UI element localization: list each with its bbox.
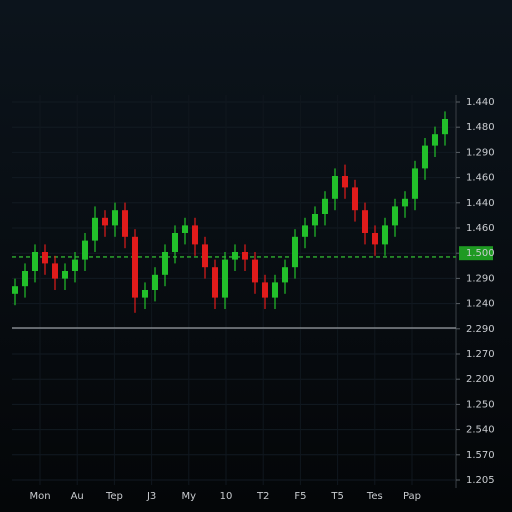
x-axis-label: Tes — [366, 491, 383, 502]
candle-body — [52, 263, 58, 279]
candle-body — [102, 217, 108, 226]
candle-body — [62, 271, 68, 279]
candle-body — [202, 244, 208, 268]
candle-body — [42, 252, 48, 264]
candle-body — [72, 259, 78, 271]
candle-body — [132, 236, 138, 298]
candle-body — [382, 225, 388, 245]
candle-body — [32, 252, 38, 271]
candle-body — [282, 267, 288, 283]
candle-body — [22, 271, 28, 287]
candle-body — [302, 225, 308, 237]
candle-body — [332, 176, 338, 199]
y-axis-label: 2.290 — [466, 324, 495, 335]
candle-body — [362, 210, 368, 233]
x-axis-label: Tep — [105, 491, 123, 502]
x-axis-label: Pap — [403, 491, 421, 502]
y-axis-label: 2.200 — [466, 374, 495, 385]
candle-body — [222, 259, 228, 298]
candle-body — [252, 259, 258, 283]
candle-body — [342, 176, 348, 188]
y-axis-label: 1.290 — [466, 273, 495, 284]
y-axis-label: 1.460 — [466, 173, 495, 184]
candle-body — [192, 225, 198, 245]
y-axis-label: 2.540 — [466, 425, 495, 436]
candle-body — [92, 217, 98, 241]
candle-body — [262, 282, 268, 298]
candle-body — [442, 119, 448, 135]
y-axis-label: 1.480 — [466, 122, 495, 133]
candle-body — [12, 286, 18, 294]
candle-body — [232, 252, 238, 260]
candle-body — [352, 187, 358, 211]
x-axis-label: My — [182, 491, 197, 502]
candle-body — [272, 282, 278, 298]
candle-body — [402, 198, 408, 207]
candle-body — [162, 252, 168, 275]
candle-body — [422, 145, 428, 169]
candle-body — [242, 252, 248, 260]
candle-body — [112, 210, 118, 226]
candle-body — [152, 274, 158, 290]
x-axis-label: 10 — [220, 491, 233, 502]
candle-body — [432, 134, 438, 146]
y-axis-label: 1.570 — [466, 450, 495, 461]
candle-body — [172, 233, 178, 252]
x-axis-label: T2 — [256, 491, 269, 502]
y-axis-label: 1.500 — [466, 248, 495, 259]
candle-body — [322, 198, 328, 214]
candle-body — [122, 210, 128, 237]
candle-body — [182, 225, 188, 233]
candle-body — [312, 214, 318, 226]
y-axis-label: 1.460 — [466, 223, 495, 234]
x-axis-label: Mon — [29, 491, 50, 502]
x-axis-label: Au — [71, 491, 84, 502]
candle-body — [82, 240, 88, 260]
y-axis-label: 1.440 — [466, 97, 495, 108]
candle-body — [212, 267, 218, 298]
x-axis-label: J3 — [146, 491, 156, 502]
y-axis-label: 1.440 — [466, 198, 495, 209]
x-axis-label: T5 — [330, 491, 343, 502]
y-axis-label: 1.270 — [466, 349, 495, 360]
x-axis-label: F5 — [294, 491, 306, 502]
y-axis-label: 1.290 — [466, 147, 495, 158]
candle-body — [142, 290, 148, 298]
y-axis-label: 1.240 — [466, 299, 495, 310]
candle-body — [292, 236, 298, 268]
price-badge — [459, 246, 493, 261]
y-axis-label: 1.205 — [466, 475, 495, 486]
candle-body — [412, 168, 418, 199]
candle-body — [392, 206, 398, 226]
candle-body — [372, 233, 378, 245]
y-axis-label: 1.250 — [466, 399, 495, 410]
